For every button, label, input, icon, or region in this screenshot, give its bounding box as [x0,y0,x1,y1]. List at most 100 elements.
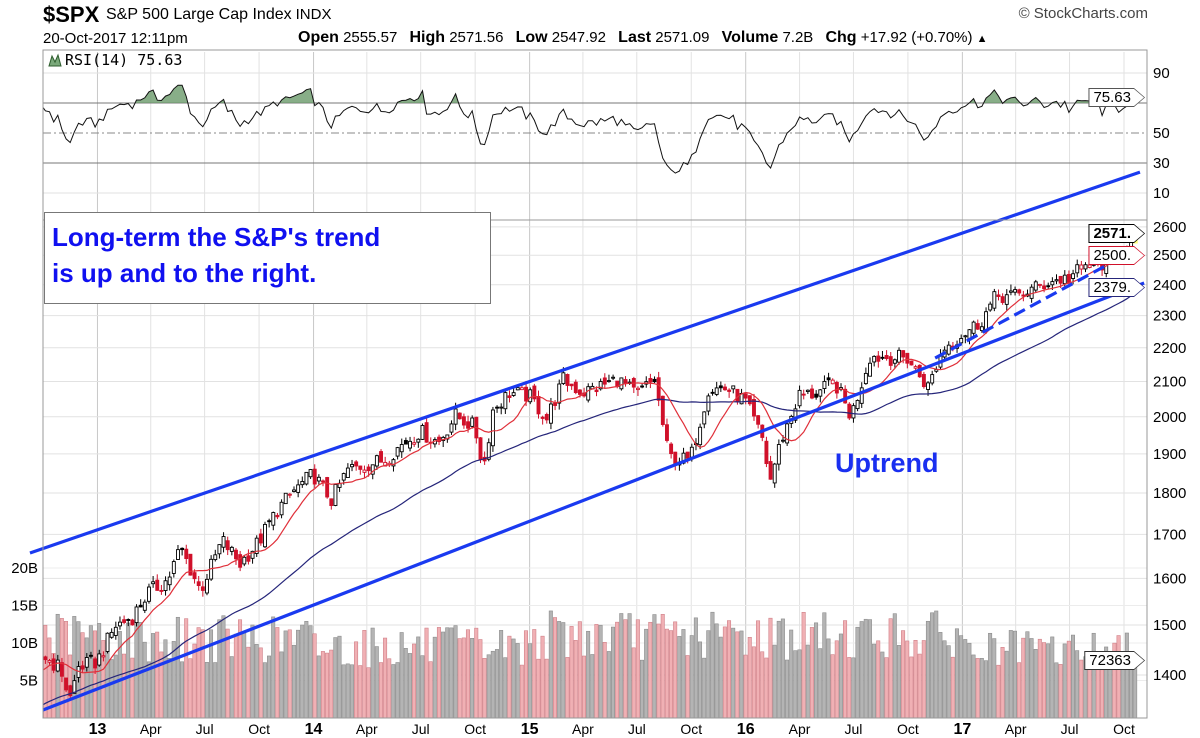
candle [710,391,715,394]
candle [43,656,48,661]
candle [59,662,64,677]
candle [781,439,785,442]
candle [561,372,566,385]
volume-bar [917,653,922,718]
volume-bar [499,630,504,718]
candle [586,386,591,401]
candle [743,393,748,399]
candle [399,444,404,453]
volume-bar [80,632,85,718]
volume-bar [1025,631,1030,718]
volume-bar [92,630,97,718]
candle [350,464,354,468]
volume-bar [1037,638,1042,718]
volume-bar [764,657,769,718]
volume-bar [950,656,955,718]
volume-bar [312,633,317,718]
volume-bar [349,664,354,718]
volume-bar [1004,650,1009,718]
volume-bar [221,615,226,718]
volume-bar [681,629,686,718]
candle [234,549,238,560]
candle [283,492,288,505]
volume-bar [548,610,553,718]
volume-bar [267,655,272,718]
volume-bar [996,664,1001,718]
volume-bar [660,614,665,718]
candle [279,501,284,516]
candle [362,469,367,473]
candle [702,411,707,425]
price-tick-label: 1800 [1153,485,1186,502]
volume-bar [1046,643,1051,718]
candle [184,548,189,560]
candle [296,484,301,493]
volume-bar [159,651,164,718]
rsi-tick-label: 50 [1153,125,1170,142]
candle [855,399,860,410]
candle [548,403,553,424]
volume-bar [511,638,516,718]
volume-bar [354,641,359,718]
candle [656,377,661,401]
candle [416,438,421,443]
volume-bar [838,633,843,718]
volume-bar [532,629,537,718]
volume-tick-label: 20B [11,560,38,577]
price-candles [43,232,1138,706]
index-name-text: S&P 500 Large Cap Index [106,6,292,23]
candle [805,389,810,392]
volume-bar [905,640,910,718]
candle [772,463,777,484]
volume-bar [304,621,309,718]
candle [424,422,429,443]
volume-bar [341,664,346,718]
candle [524,386,529,402]
candle [905,352,910,364]
volume-bar [490,650,495,718]
volume-bar [470,638,475,718]
volume-bar [478,639,483,718]
candle [408,440,412,449]
volume-bar [1050,636,1055,718]
volume-bar [519,664,524,718]
candle [698,426,703,446]
trendlines [29,170,1145,712]
volume-bar [722,626,727,718]
volume-bar [756,620,761,718]
volume-bar [536,658,541,718]
candle [577,389,582,395]
candle [412,442,417,445]
volume-bar [1095,663,1100,718]
volume-bar [337,635,342,718]
volume-bar [387,658,392,718]
volume-bar [710,611,715,718]
x-tick-label: Oct [897,721,919,737]
volume-bar [892,613,897,718]
volume-bar [876,640,881,718]
candle [300,480,305,486]
volume-bar [789,629,794,718]
volume-bar [909,656,914,718]
volume-bar [383,637,388,718]
volume-bar [51,653,56,718]
candle [495,406,500,409]
candle [321,480,325,483]
volume-bar [192,643,197,718]
volume-bar [200,629,205,718]
volume-bar [325,652,330,718]
candle [461,416,466,426]
volume-bar [872,643,877,718]
quote-summary: Open 2555.57 High 2571.56 Low 2547.92 La… [290,29,988,47]
candle [909,360,914,366]
volume-bar [648,621,653,718]
volume-bar [586,630,591,718]
volume-bar [1066,640,1071,718]
volume-bar [967,642,972,718]
volume-bar [954,628,959,718]
rsi-overbought-fill [43,85,1136,103]
candle [358,465,363,470]
candle [1087,264,1092,268]
price-tick-label: 2100 [1153,373,1186,390]
candle [254,537,259,554]
